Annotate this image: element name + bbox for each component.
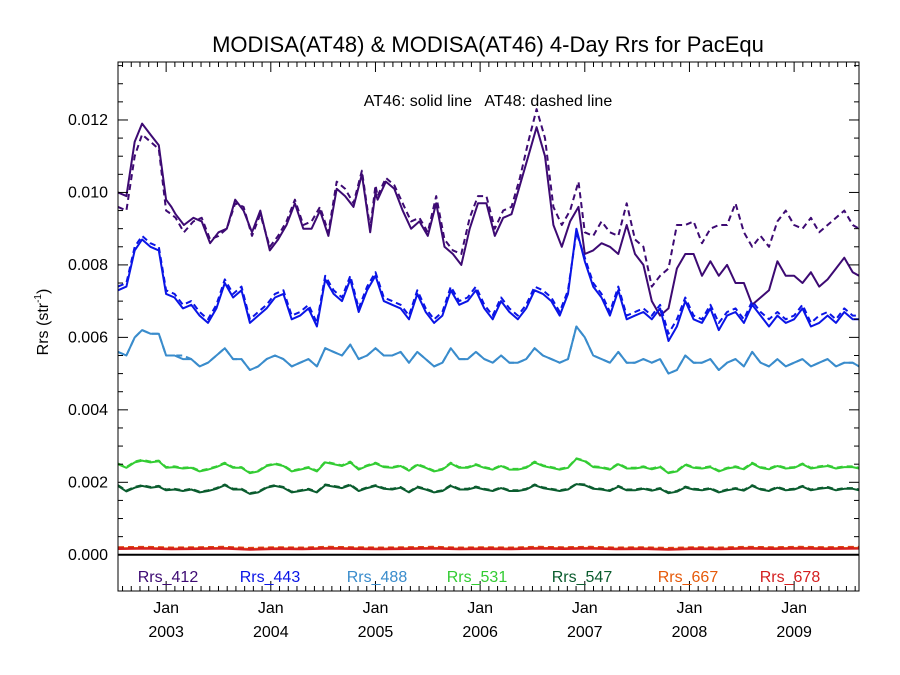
legend-item-rrs-531: Rrs_531 <box>447 569 508 586</box>
y-axis-label-close: ) <box>35 289 52 294</box>
legend-item-rrs-412: Rrs_412 <box>138 569 199 586</box>
x-tick-label-year: 2006 <box>462 624 498 641</box>
y-tick-label: 0.012 <box>68 112 108 129</box>
series-line-dashed-rrs-488 <box>117 325 860 375</box>
line-style-annotation: AT46: solid line AT48: dashed line <box>364 93 613 110</box>
legend-item-rrs-443: Rrs_443 <box>240 569 301 586</box>
x-tick-label-month: Jan <box>677 600 703 617</box>
y-tick-label: 0.000 <box>68 547 108 564</box>
y-axis: 0.000 0.002 0.004 0.006 0.008 0.010 0.012 <box>68 65 859 564</box>
x-tick-label-month: Jan <box>153 600 179 617</box>
x-tick-label-year: 2003 <box>148 624 184 641</box>
series-line-dashed-rrs-412 <box>117 108 860 288</box>
y-axis-label-sup: -1 <box>33 294 44 303</box>
x-tick-label-year: 2007 <box>567 624 603 641</box>
y-axis-label-main: Rrs (str <box>35 302 52 355</box>
y-tick-label: 0.008 <box>68 257 108 274</box>
x-tick-label-month: Jan <box>258 600 284 617</box>
x-tick-label-year: 2005 <box>358 624 394 641</box>
x-tick-label-month: Jan <box>572 600 598 617</box>
plot-frame <box>117 61 860 592</box>
x-tick-label-year: 2004 <box>253 624 289 641</box>
x-tick-label-month: Jan <box>781 600 807 617</box>
x-axis: Jan 2003 Jan 2004 Jan 2005 Jan 2006 Jan 2007 Jan 20… <box>122 62 856 641</box>
y-tick-label: 0.002 <box>68 474 108 491</box>
y-tick-label: 0.006 <box>68 329 108 346</box>
chart-title: MODISA(AT48) & MODISA(AT46) 4-Day Rrs fo… <box>212 32 764 57</box>
y-tick-label: 0.004 <box>68 402 108 419</box>
series-line-dashed-rrs-443 <box>117 231 859 335</box>
legend-item-rrs-667: Rrs_667 <box>658 569 719 586</box>
legend-item-rrs-488: Rrs_488 <box>347 569 408 586</box>
series-line-dashed-rrs-678 <box>117 546 860 550</box>
x-tick-label-year: 2009 <box>776 624 812 641</box>
legend-item-rrs-678: Rrs_678 <box>760 569 821 586</box>
series-layer <box>117 108 860 556</box>
series-line-solid-rrs-678 <box>117 547 860 551</box>
series-line-dashed-rrs-547 <box>117 482 860 495</box>
y-axis-label: Rrs (str-1) <box>33 289 52 356</box>
legend: Rrs_412 Rrs_443 Rrs_488 Rrs_531 Rrs_547 Rrs_6… <box>138 569 821 586</box>
y-tick-label: 0.010 <box>68 184 108 201</box>
series-line-solid-rrs-488 <box>117 325 860 375</box>
series-line-solid-rrs-412 <box>117 122 860 317</box>
series-line-solid-rrs-443 <box>117 227 859 342</box>
x-tick-label-year: 2008 <box>672 624 708 641</box>
legend-item-rrs-547: Rrs_547 <box>552 569 613 586</box>
series-line-dashed-rrs-531 <box>117 457 860 474</box>
x-tick-label-month: Jan <box>467 600 493 617</box>
x-tick-label-month: Jan <box>363 600 389 617</box>
